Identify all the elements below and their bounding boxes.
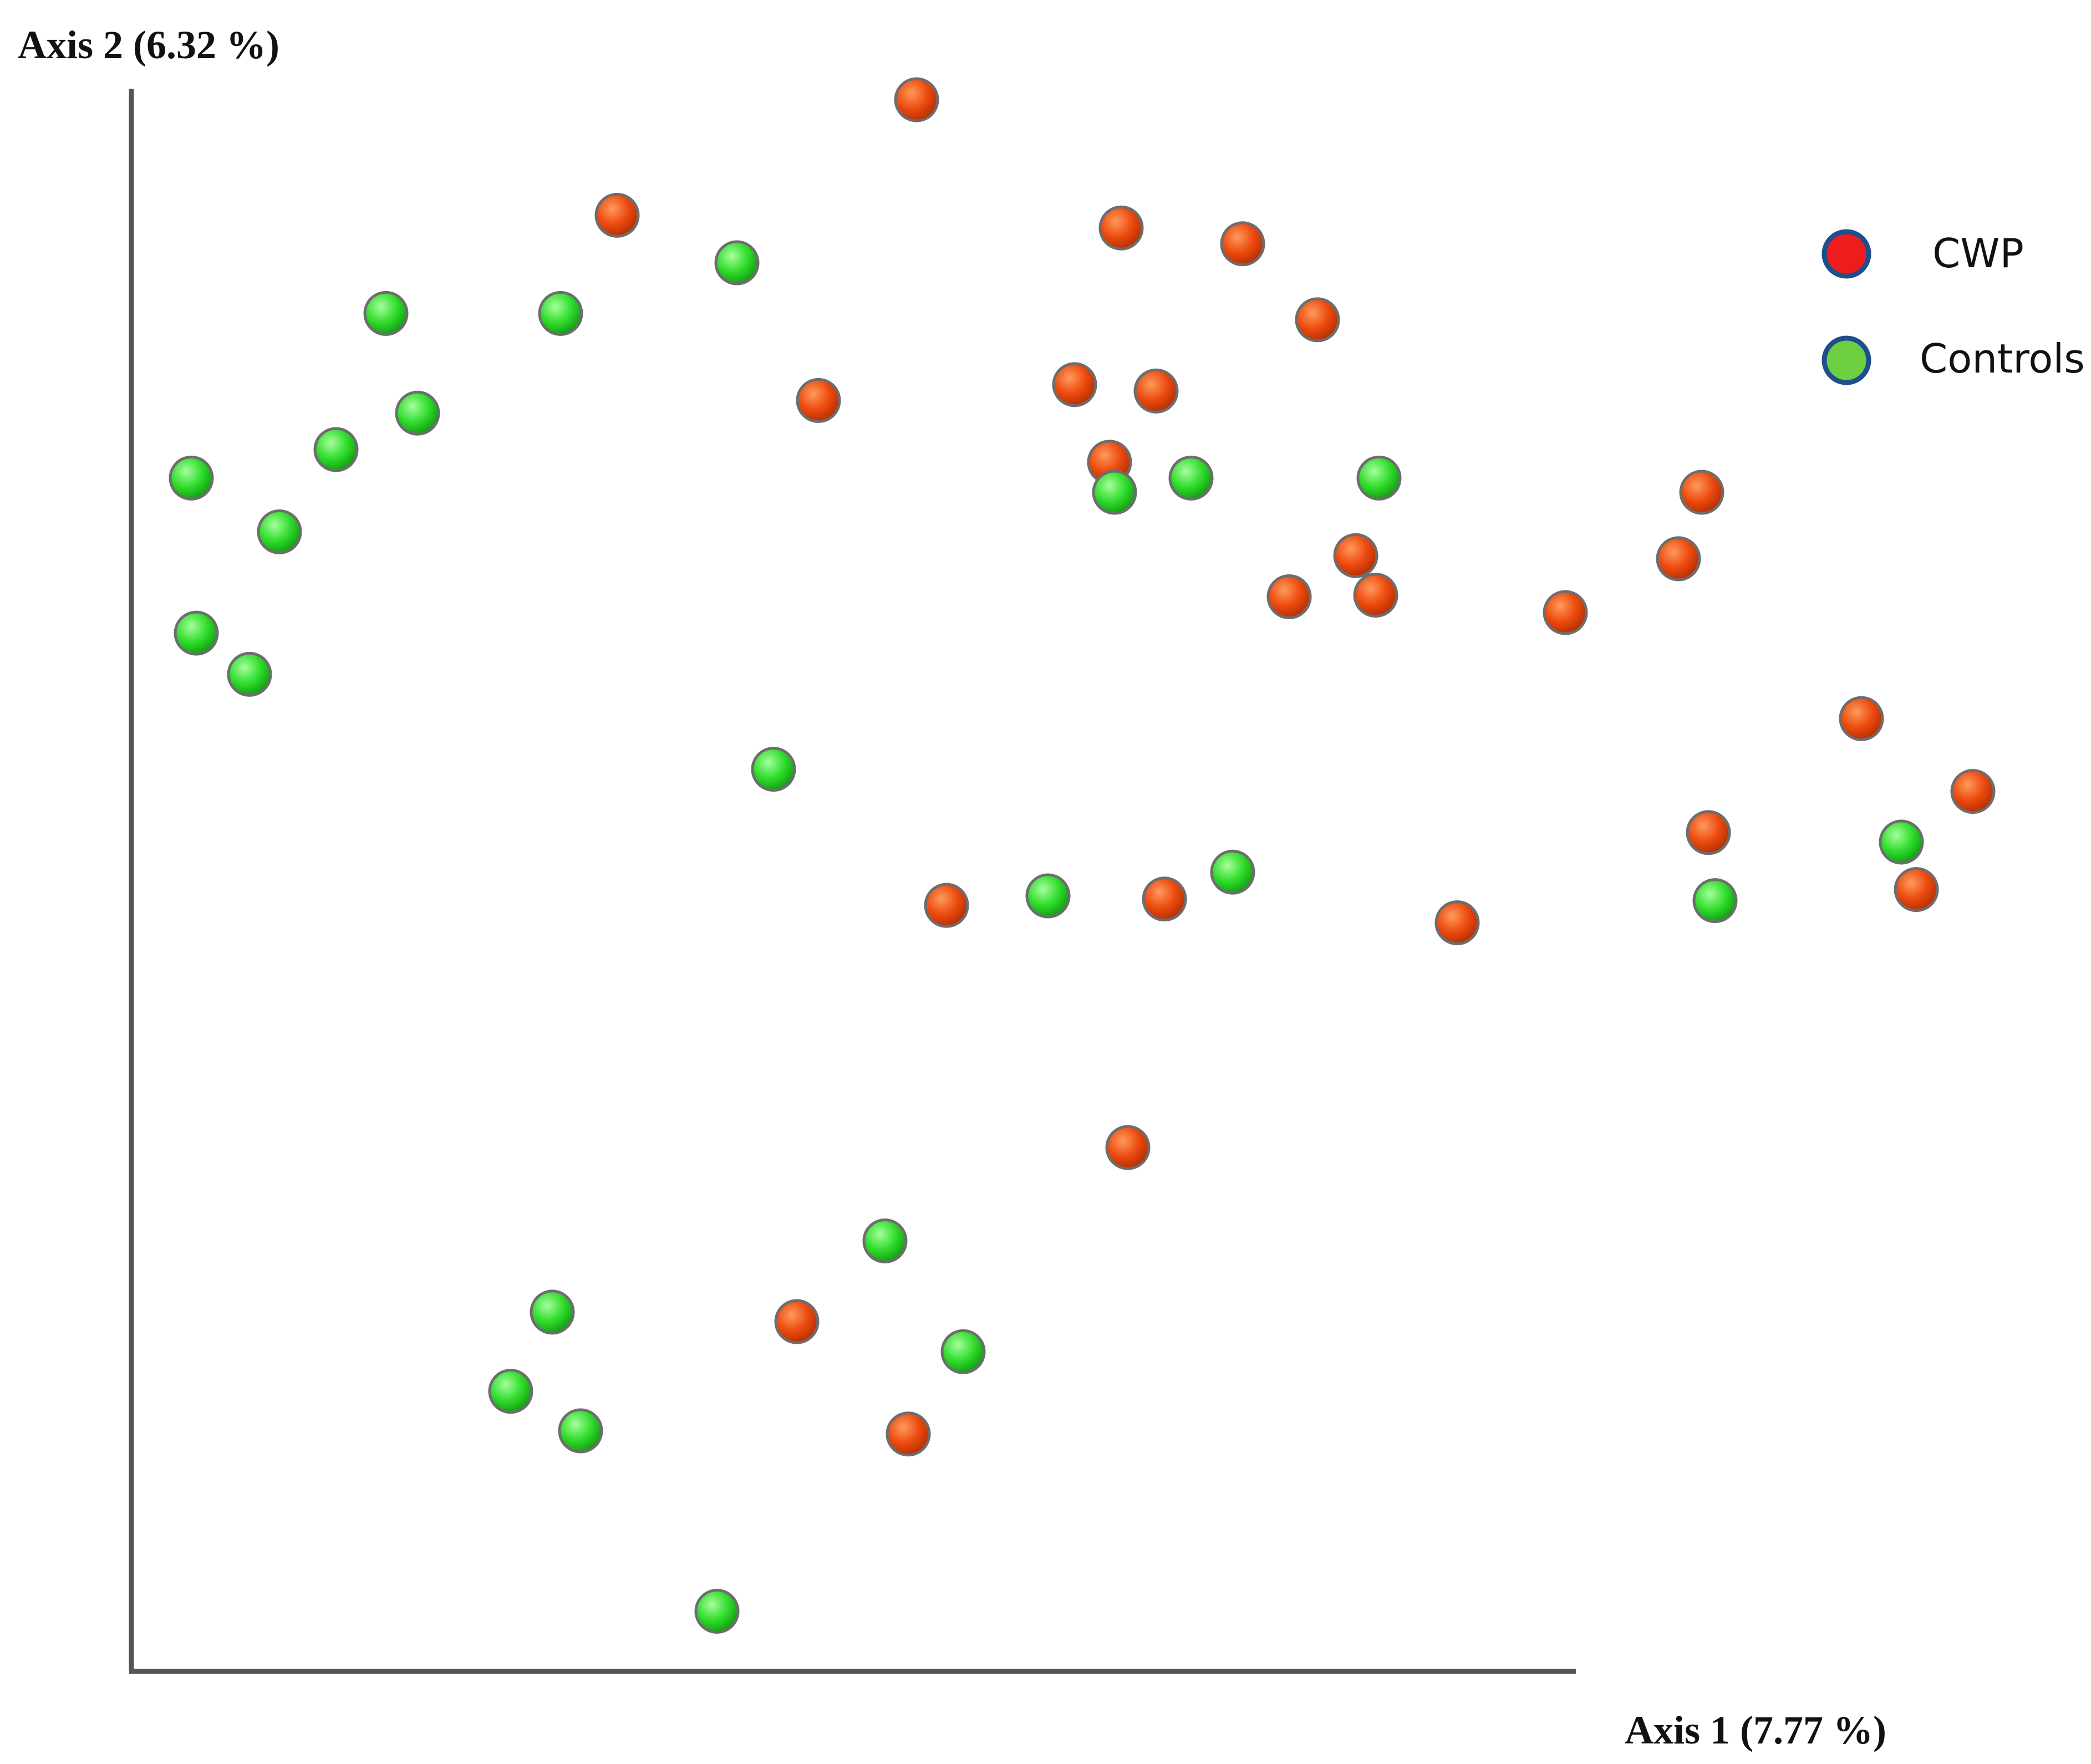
- point-controls-20: [488, 1369, 533, 1414]
- point-controls-10: [1092, 470, 1137, 515]
- point-cwp-5: [1295, 297, 1340, 343]
- point-cwp-18: [1686, 810, 1731, 855]
- point-cwp-22: [1434, 900, 1480, 946]
- point-controls-23: [694, 1589, 740, 1634]
- point-controls-14: [1025, 873, 1071, 919]
- point-cwp-2: [594, 192, 640, 238]
- point-controls-5: [313, 427, 359, 472]
- point-cwp-10: [1679, 470, 1724, 515]
- x-axis-label: Axis 1 (7.77 %): [1625, 1708, 1886, 1752]
- point-cwp-17: [1950, 769, 1996, 814]
- legend-label-cwp: CWP: [1932, 230, 2024, 277]
- point-controls-16: [1692, 878, 1738, 924]
- point-cwp-12: [1656, 536, 1701, 582]
- point-cwp-11: [1333, 533, 1378, 578]
- point-controls-18: [862, 1218, 908, 1263]
- point-controls-2: [363, 290, 409, 336]
- point-cwp-14: [1353, 573, 1398, 618]
- point-controls-4: [395, 390, 440, 436]
- point-controls-1: [714, 240, 760, 285]
- point-cwp-21: [1142, 876, 1187, 922]
- point-cwp-4: [1220, 221, 1265, 267]
- point-controls-8: [174, 610, 219, 656]
- point-controls-12: [1356, 455, 1402, 501]
- point-controls-17: [1879, 819, 1924, 865]
- point-cwp-1: [894, 77, 939, 123]
- data-points: [169, 77, 1996, 1634]
- point-cwp-15: [1543, 590, 1588, 635]
- point-cwp-6: [1052, 362, 1097, 407]
- point-cwp-3: [1098, 205, 1144, 251]
- y-axis-label: Axis 2 (6.32 %): [18, 23, 279, 67]
- point-cwp-8: [796, 378, 841, 423]
- point-cwp-23: [1105, 1125, 1151, 1170]
- point-controls-13: [751, 747, 796, 792]
- point-cwp-16: [1839, 696, 1884, 741]
- point-controls-7: [257, 509, 302, 554]
- point-cwp-25: [886, 1411, 931, 1457]
- point-cwp-13: [1266, 574, 1312, 619]
- legend-marker-cwp: [1822, 229, 1871, 279]
- point-controls-15: [1210, 849, 1255, 895]
- point-cwp-24: [774, 1299, 820, 1344]
- point-controls-19: [530, 1289, 575, 1335]
- point-controls-22: [940, 1329, 986, 1374]
- point-controls-11: [1168, 455, 1214, 501]
- legend: CWP Controls: [1822, 229, 2085, 385]
- legend-label-controls: Controls: [1920, 335, 2085, 382]
- point-controls-6: [169, 455, 214, 501]
- point-cwp-19: [1894, 867, 1939, 912]
- point-controls-21: [558, 1408, 603, 1454]
- point-cwp-20: [924, 883, 969, 928]
- point-controls-9: [227, 651, 272, 697]
- point-cwp-7: [1133, 368, 1179, 414]
- legend-marker-controls: [1822, 335, 1871, 385]
- point-controls-3: [538, 290, 583, 336]
